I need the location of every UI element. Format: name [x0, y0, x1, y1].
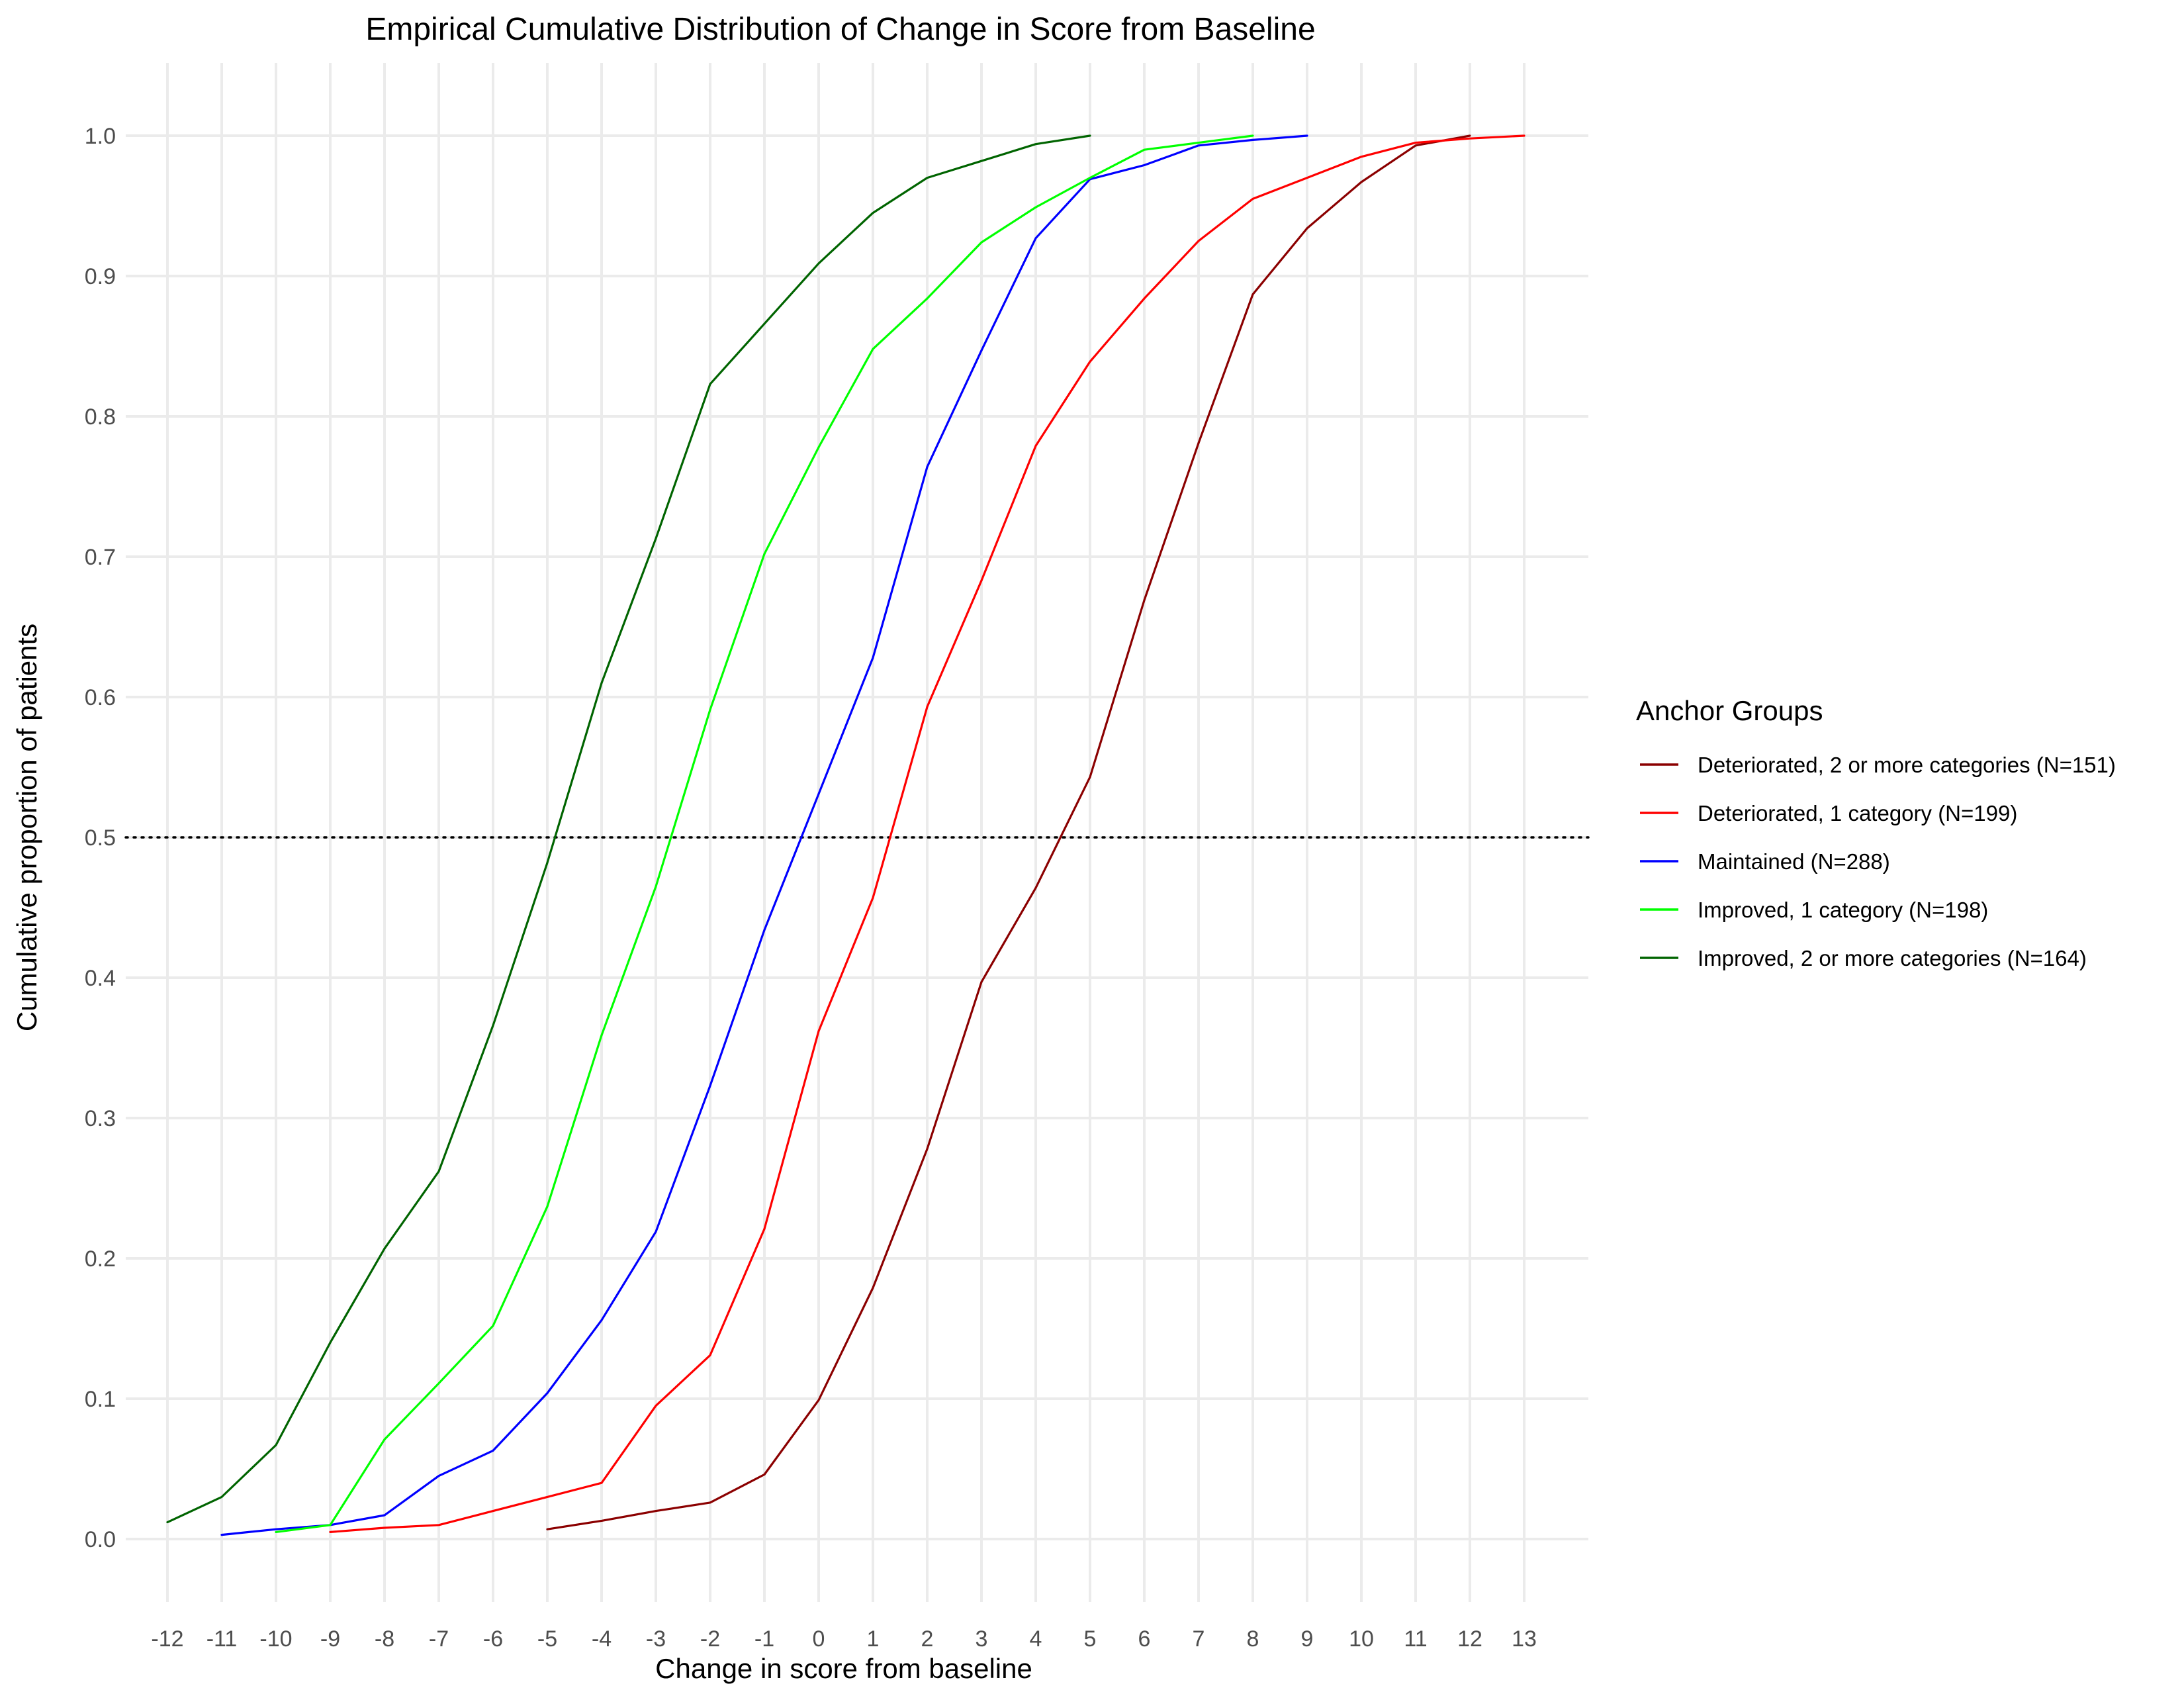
series-line — [546, 134, 1471, 1530]
x-tick-label: -3 — [646, 1626, 666, 1652]
y-tick-label: 0.6 — [85, 685, 116, 710]
x-tick-label: -4 — [592, 1626, 612, 1652]
series-line — [275, 134, 1254, 1533]
legend: Anchor Groups Deteriorated, 2 or more ca… — [1636, 695, 2116, 970]
x-tick-label: -6 — [483, 1626, 503, 1652]
y-tick-label: 0.8 — [85, 404, 116, 430]
y-tick-label: 0.0 — [85, 1527, 116, 1552]
x-tick-label: 0 — [813, 1626, 825, 1652]
legend-item-label: Maintained (N=288) — [1698, 849, 1890, 874]
y-tick-label: 0.3 — [85, 1106, 116, 1131]
x-tick-label: -1 — [754, 1626, 774, 1652]
chart-title: Empirical Cumulative Distribution of Cha… — [365, 12, 1315, 47]
y-tick-label: 0.7 — [85, 545, 116, 570]
y-tick-label: 0.9 — [85, 264, 116, 289]
y-tick-label: 0.4 — [85, 966, 116, 991]
x-tick-label: -10 — [259, 1626, 292, 1652]
legend-item-label: Improved, 2 or more categories (N=164) — [1698, 946, 2087, 970]
series-lines — [166, 134, 1525, 1536]
x-tick-label: -2 — [700, 1626, 720, 1652]
legend-item-label: Deteriorated, 2 or more categories (N=15… — [1698, 753, 2116, 777]
y-tick-label: 0.1 — [85, 1387, 116, 1412]
x-tick-label: 1 — [867, 1626, 880, 1652]
x-tick-label: -11 — [206, 1626, 238, 1652]
y-axis-title: Cumulative proportion of patients — [11, 624, 42, 1031]
x-tick-label: -8 — [375, 1626, 394, 1652]
x-tick-label: 2 — [921, 1626, 934, 1652]
x-tick-label: 6 — [1138, 1626, 1151, 1652]
x-tick-label: 7 — [1193, 1626, 1205, 1652]
x-tick-label: 9 — [1301, 1626, 1314, 1652]
x-tick-label: 4 — [1030, 1626, 1042, 1652]
x-axis-ticks: -12 -11 -10 -9 -8 -7 -6 -5 -4 -3 -2 -1 0 1 2 3 4 5 6 7 8 9 10 1… — [151, 1626, 1536, 1652]
y-axis-ticks: 0.0 0.1 0.2 0.3 0.4 0.5 0.6 0.7 0.8 0.9 1.0 — [85, 124, 116, 1552]
y-tick-label: 0.2 — [85, 1246, 116, 1272]
y-tick-label: 1.0 — [85, 124, 116, 149]
legend-title: Anchor Groups — [1636, 695, 1823, 726]
x-tick-label: -12 — [151, 1626, 183, 1652]
x-tick-label: -5 — [537, 1626, 557, 1652]
grid-lines — [126, 63, 1588, 1602]
series-line — [166, 134, 1091, 1524]
x-tick-label: 12 — [1457, 1626, 1482, 1652]
legend-item-label: Improved, 1 category (N=198) — [1698, 898, 1988, 922]
x-tick-label: 11 — [1404, 1626, 1427, 1652]
x-tick-label: 5 — [1084, 1626, 1097, 1652]
y-tick-label: 0.5 — [85, 825, 116, 851]
x-tick-label: -9 — [320, 1626, 340, 1652]
series-line — [329, 134, 1525, 1533]
x-tick-label: -7 — [429, 1626, 449, 1652]
series-line — [220, 134, 1308, 1536]
legend-item-label: Deteriorated, 1 category (N=199) — [1698, 801, 2017, 825]
x-tick-label: 3 — [976, 1626, 988, 1652]
x-tick-label: 8 — [1247, 1626, 1259, 1652]
x-tick-label: 13 — [1512, 1626, 1537, 1652]
x-axis-title: Change in score from baseline — [655, 1653, 1032, 1684]
x-tick-label: 10 — [1349, 1626, 1374, 1652]
